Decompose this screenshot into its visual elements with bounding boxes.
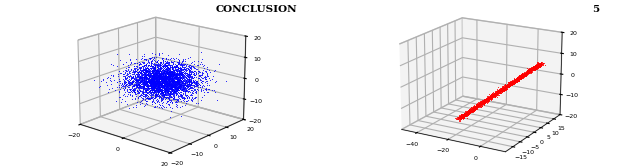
Text: CONCLUSION: CONCLUSION <box>215 5 297 14</box>
Text: 5: 5 <box>591 5 599 14</box>
